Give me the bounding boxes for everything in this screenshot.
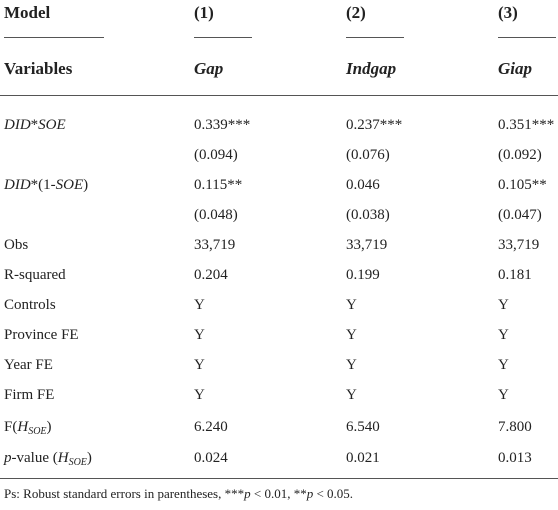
table-cell: 33,719 <box>194 237 236 253</box>
header-var: Gap <box>194 60 223 78</box>
note-part: < 0.05. <box>313 486 354 501</box>
table-cell: Y <box>498 327 509 343</box>
table-cell: Y <box>194 357 205 373</box>
table-cell: 0.181 <box>498 267 532 283</box>
header-var: Giap <box>498 60 532 78</box>
label-part: SOE <box>55 177 84 193</box>
row-label: DID*(1-SOE) <box>4 176 88 194</box>
rule <box>4 37 104 38</box>
table-cell: Y <box>498 297 509 313</box>
table-cell: 0.339*** <box>194 117 251 133</box>
table-cell: (0.038) <box>346 207 390 223</box>
label-part: SOE <box>68 457 87 468</box>
table-cell: Y <box>346 327 357 343</box>
table-cell: 0.204 <box>194 267 228 283</box>
table-cell: 7.800 <box>498 419 532 435</box>
label-part: * <box>30 117 39 133</box>
table-cell: (0.092) <box>498 147 542 163</box>
table-cell: (0.047) <box>498 207 542 223</box>
table-cell: Y <box>346 297 357 313</box>
table-cell: (0.048) <box>194 207 238 223</box>
footnote: Ps: Robust standard errors in parenthese… <box>4 486 353 502</box>
table-cell: 0.013 <box>498 450 532 466</box>
table-cell: 0.046 <box>346 177 380 193</box>
table-cell: 0.021 <box>346 450 380 466</box>
label-part: ) <box>46 419 52 435</box>
table-cell: Y <box>194 387 205 403</box>
header-variables: Variables <box>4 59 73 78</box>
header-col: (2) <box>346 3 366 22</box>
var-name: Indgap <box>346 59 397 78</box>
label-part: p <box>4 450 12 466</box>
header-var: Indgap <box>346 60 396 78</box>
rule <box>346 37 404 38</box>
label-part: F( <box>4 419 18 435</box>
table-cell: 6.240 <box>194 419 228 435</box>
header-col: (3) <box>498 3 518 22</box>
label-part: *(1- <box>30 177 56 193</box>
table-cell: Y <box>498 387 509 403</box>
label-part: H <box>57 450 69 466</box>
row-label: Year FE <box>4 357 53 373</box>
rule <box>0 478 558 479</box>
table-cell: Y <box>194 297 205 313</box>
note-part: p <box>244 486 251 501</box>
row-label: Firm FE <box>4 387 55 403</box>
table-cell: Y <box>498 357 509 373</box>
label-part: ) <box>86 450 92 466</box>
table-cell: 6.540 <box>346 419 380 435</box>
label-part: DID <box>4 177 31 193</box>
header-col: (1) <box>194 3 214 22</box>
table-cell: 33,719 <box>346 237 388 253</box>
label-part: SOE <box>38 117 66 133</box>
rule <box>194 37 252 38</box>
note-part: < 0.01, ** <box>250 486 307 501</box>
label-part: -value ( <box>11 450 58 466</box>
table-cell: 0.351*** <box>498 117 555 133</box>
rule <box>0 95 558 96</box>
note-part: p <box>306 486 314 501</box>
table-cell: 33,719 <box>498 237 540 253</box>
label-part: ) <box>83 177 89 193</box>
row-label: Controls <box>4 297 56 313</box>
row-label: F(HSOE) <box>4 418 52 437</box>
row-label: R-squared <box>4 267 66 283</box>
table-cell: Y <box>194 327 205 343</box>
note-part: Ps: Robust standard errors in parenthese… <box>4 486 245 501</box>
label-part: H <box>17 419 29 435</box>
row-label: Obs <box>4 237 29 253</box>
var-name: Giap <box>498 59 532 78</box>
rule <box>498 37 556 38</box>
row-label: p-value (HSOE) <box>4 449 92 468</box>
table-cell: Y <box>346 387 357 403</box>
table-cell: 0.105** <box>498 177 547 193</box>
var-name: Gap <box>194 59 224 78</box>
table-cell: (0.076) <box>346 147 390 163</box>
table-cell: (0.094) <box>194 147 238 163</box>
row-label: DID*SOE <box>4 116 66 134</box>
row-label: Province FE <box>4 327 79 343</box>
label-part: DID <box>4 117 31 133</box>
label-part: SOE <box>28 426 47 437</box>
table-cell: Y <box>346 357 357 373</box>
table-cell: 0.024 <box>194 450 228 466</box>
header-model: Model <box>4 3 51 22</box>
table-cell: 0.115** <box>194 177 243 193</box>
table-cell: 0.237*** <box>346 117 403 133</box>
table-cell: 0.199 <box>346 267 380 283</box>
